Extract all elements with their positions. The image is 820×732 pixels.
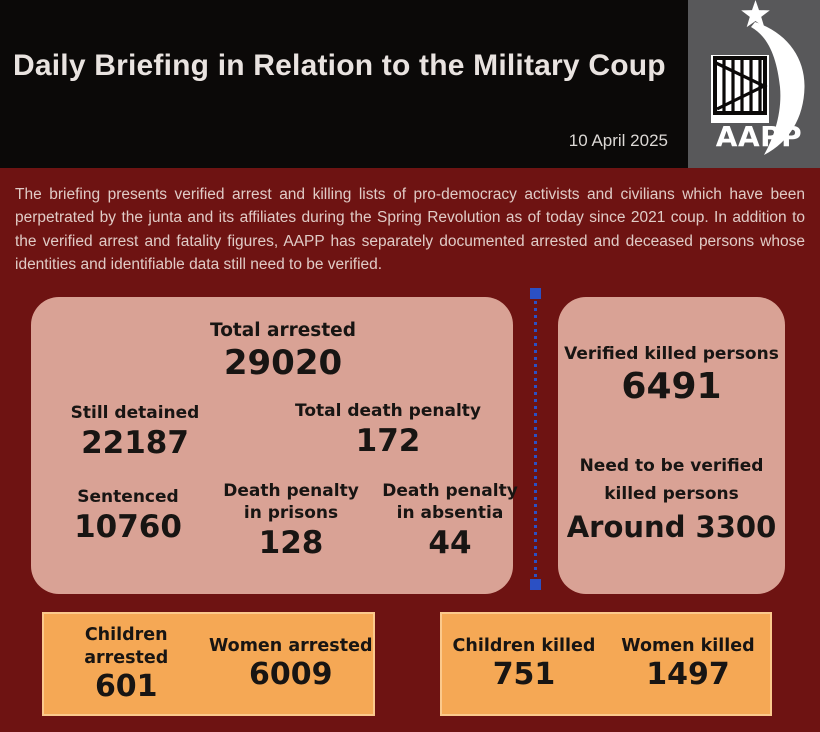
stat-label: Women killed [621,636,755,657]
stat-label-line1: Death penalty [382,481,518,501]
stat-label-line2: in absentia [396,502,504,523]
aapp-logo: AAPP [688,0,820,168]
stat-value: 29020 [223,342,343,383]
briefing-date: 10 April 2025 [568,131,668,150]
stat-still-detained: Still detained 22187 [45,403,225,461]
stat-value: 6491 [621,365,722,407]
intro-paragraph: The briefing presents verified arrest an… [15,186,805,273]
stat-value: 44 [428,524,472,561]
stat-label-line1: Need to be verified [579,456,764,476]
stat-value: 1497 [646,657,730,693]
stat-value: 751 [492,657,556,693]
stat-label-line2: in prisons [243,502,339,523]
stat-label: Still detained [70,403,200,423]
star-icon [741,0,770,28]
header-bar: Daily Briefing in Relation to the Milita… [0,0,820,168]
stat-women-killed: Women killed 1497 [606,614,770,714]
killed-demographics-panel: Children killed 751 Women killed 1497 [440,612,772,716]
stat-value: 172 [355,422,421,459]
stat-label: Death penalty in prisons [201,481,381,525]
crescent-star-emblem [711,0,805,155]
stat-value: Around 3300 [566,510,777,545]
stat-death-penalty-prisons: Death penalty in prisons 128 [201,481,381,561]
stat-label: Sentenced [77,487,179,507]
page-title: Daily Briefing in Relation to the Milita… [13,49,666,82]
crescent-icon [751,22,805,155]
stat-women-arrested: Women arrested 6009 [209,614,374,714]
stat-label: Children arrested [84,625,169,668]
stat-value: 128 [258,524,324,561]
prison-bars-icon [711,55,769,123]
aapp-logo-text: AAPP [715,120,803,153]
stat-label: Verified killed persons [564,344,779,364]
divider-top-cap [530,288,541,299]
stat-children-arrested: Children arrested 601 [44,614,209,714]
killed-stats-panel: Verified killed persons 6491 Need to be … [558,297,785,594]
dotted-divider-line [534,301,537,577]
stat-label: Women arrested [209,636,373,657]
stat-verified-killed: Verified killed persons 6491 [558,344,785,408]
stat-label: Total arrested [210,320,356,341]
arrested-demographics-panel: Children arrested 601 Women arrested 600… [42,612,375,716]
stat-label: Total death penalty [295,401,481,421]
stat-total-death-penalty: Total death penalty 172 [293,401,483,459]
stat-children-killed: Children killed 751 [442,614,606,714]
stat-value: 10760 [74,508,182,545]
stat-value: 6009 [249,657,333,693]
stat-sentenced: Sentenced 10760 [38,487,218,545]
stat-need-verified-killed: Need to be verified killed persons Aroun… [558,452,785,544]
stat-value: 601 [94,668,158,704]
stat-total-arrested: Total arrested 29020 [133,319,433,383]
divider-bottom-cap [530,579,541,590]
stat-death-penalty-absentia: Death penalty in absentia 44 [375,481,525,561]
stat-label: Children killed [452,636,596,657]
arrest-stats-panel: Total arrested 29020 Still detained 2218… [31,297,518,594]
stat-label: Death penalty in absentia [375,481,525,525]
stat-label-line2: killed persons [604,484,739,505]
stat-label-line1: Death penalty [223,481,359,501]
stat-value: 22187 [81,424,189,461]
stat-label: Need to be verified killed persons [558,452,785,508]
